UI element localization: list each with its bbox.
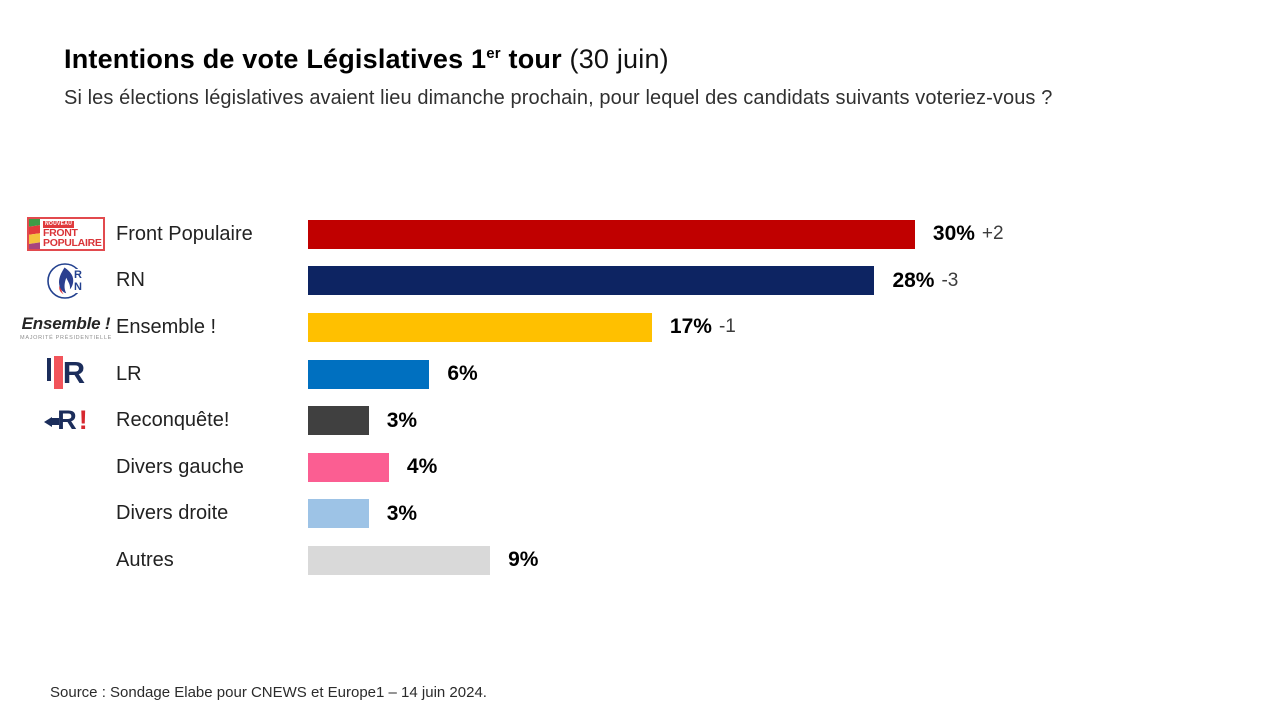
party-label: Autres [116,548,174,571]
logo-cell: R [16,356,116,392]
bar-divers-droite [308,499,369,529]
party-label: Front Populaire [116,222,253,245]
chart-row-ensemble: Ensemble ! MAJORITÉ PRÉSIDENTIELLE Ensem… [16,304,1004,351]
chart-row-divers-gauche: Divers gauche 4% [16,444,1004,491]
reconquete-logo-icon: R ! [44,406,88,436]
nfp-line2: POPULAIRE [43,237,102,250]
bar-cell: 9% [308,545,545,575]
bar-front-populaire [308,219,915,249]
lr-letter-r: R [62,355,86,391]
value-label: 4% [406,455,438,479]
bar-cell: 3% [308,406,424,436]
chart-row-rn: R N RN 28% -3 [16,258,1004,305]
logo-cell: R ! [16,406,116,436]
ensemble-logo-name: Ensemble ! [21,313,111,333]
title-bold-tail: tour [500,44,562,74]
header: Intentions de vote Législatives 1er tour… [64,44,1224,110]
change-label: -3 [941,269,959,291]
bar-cell: 17% -1 [308,312,736,342]
party-label: LR [116,362,142,385]
party-label: Reconquête! [116,409,230,432]
poll-question: Si les élections législatives avaient li… [64,87,1053,109]
nouveau-front-populaire-logo-icon: NOUVEAU FRONT POPULAIRE [27,217,105,252]
title-superscript: er [486,45,501,62]
bar-cell: 4% [308,452,444,482]
nfp-stripes-icon [29,219,40,250]
value-label: 6% [447,362,478,386]
party-label: RN [116,269,145,292]
change-label: -1 [718,316,736,338]
party-label: Divers droite [116,502,229,525]
ensemble-logo-subtext: MAJORITÉ PRÉSIDENTIELLE [20,334,112,341]
nfp-tag: NOUVEAU [43,220,75,228]
bar-cell: 6% [308,359,485,389]
chart-row-reconquete: R ! Reconquête! 3% [16,397,1004,444]
lr-navy-bar [46,358,51,382]
title-date: (30 juin) [561,44,669,74]
value-label: 17% [669,315,712,339]
reconquete-arrow-icon [44,416,53,427]
value-label: 3% [386,408,418,432]
source-credit: Source : Sondage Elabe pour CNEWS et Eur… [50,684,487,701]
chart-row-front-populaire: NOUVEAU FRONT POPULAIRE Front Populaire … [16,211,1004,258]
logo-cell: NOUVEAU FRONT POPULAIRE [16,217,116,252]
bar-chart: NOUVEAU FRONT POPULAIRE Front Populaire … [16,211,1004,584]
bar-cell: 28% -3 [308,266,959,296]
ensemble-logo-icon: Ensemble ! MAJORITÉ PRÉSIDENTIELLE [20,314,112,341]
lr-red-bar [53,356,63,390]
party-label: Ensemble ! [116,315,217,338]
nfp-line1: FRONT [43,226,78,239]
bar-autres [308,545,491,575]
page-title: Intentions de vote Législatives 1er tour… [64,44,1224,75]
value-label: 30% [932,222,975,246]
rn-letter-n: N [74,281,82,293]
value-label: 28% [892,268,935,292]
reconquete-letter-r: R [57,405,77,436]
title-bold: Intentions de vote Législatives 1 [64,44,487,74]
lr-logo-icon: R [46,355,86,392]
bar-lr [308,359,430,389]
chart-row-lr: R LR 6% [16,351,1004,398]
chart-row-autres: Autres 9% [16,537,1004,584]
rn-flame-logo-icon: R N [47,263,85,299]
logo-cell: Ensemble ! MAJORITÉ PRÉSIDENTIELLE [16,314,116,341]
party-label: Divers gauche [116,455,244,478]
bar-cell: 3% [308,499,424,529]
bar-rn [308,266,875,296]
reconquete-exclaim: ! [78,405,88,436]
value-label: 9% [508,548,539,572]
logo-cell: R N [16,261,116,301]
bar-reconquete [308,406,369,436]
bar-cell: 30% +2 [308,219,1004,249]
bar-divers-gauche [308,452,389,482]
rn-letter-r: R [74,269,82,281]
change-label: +2 [981,223,1004,245]
value-label: 3% [386,501,418,525]
nfp-logo-text: NOUVEAU FRONT POPULAIRE [40,219,103,250]
chart-row-divers-droite: Divers droite 3% [16,491,1004,538]
bar-ensemble [308,312,652,342]
